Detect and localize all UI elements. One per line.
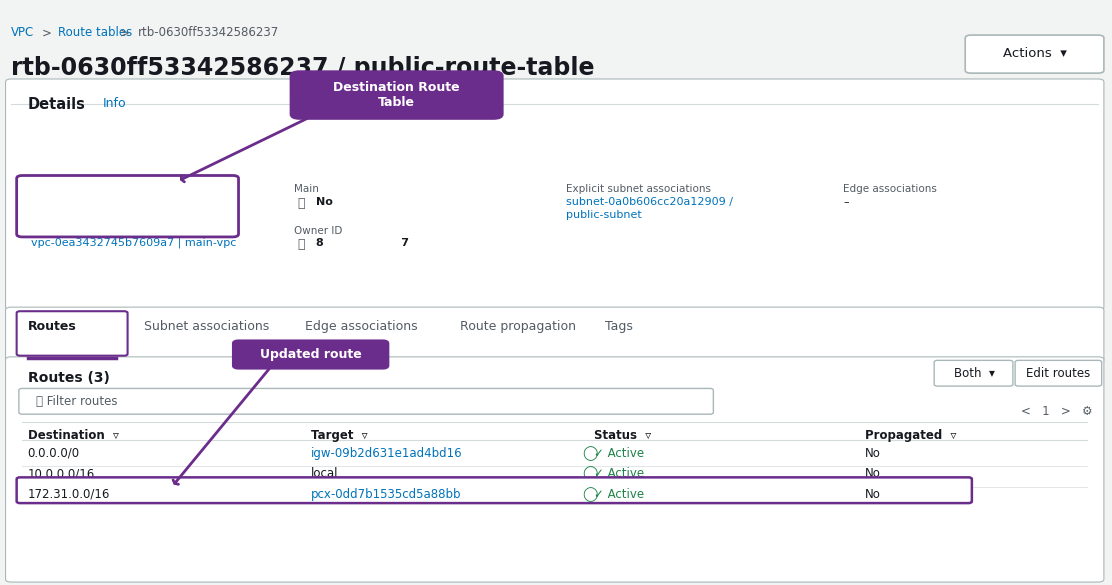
Text: ◯: ◯ <box>583 446 598 461</box>
Text: Edit routes: Edit routes <box>1026 367 1091 380</box>
Text: Status  ▿: Status ▿ <box>594 429 651 442</box>
Text: Route table ID: Route table ID <box>31 184 106 194</box>
Text: Route propagation: Route propagation <box>460 320 576 333</box>
Text: Edge associations: Edge associations <box>305 320 418 333</box>
Text: pcx-0dd7b1535cd5a88bb: pcx-0dd7b1535cd5a88bb <box>310 488 461 501</box>
Text: 🔍 Filter routes: 🔍 Filter routes <box>36 395 117 408</box>
FancyBboxPatch shape <box>17 477 972 503</box>
Text: Actions  ▾: Actions ▾ <box>1003 47 1068 60</box>
Text: ✓ Active: ✓ Active <box>594 447 644 460</box>
Text: VPC: VPC <box>11 26 34 39</box>
Text: rtb-0630ff53342586237: rtb-0630ff53342586237 <box>138 26 279 39</box>
FancyBboxPatch shape <box>19 388 714 414</box>
Text: ⎙: ⎙ <box>297 238 305 250</box>
Text: No: No <box>316 197 334 207</box>
Text: <   1   >   ⚙: < 1 > ⚙ <box>1021 405 1092 418</box>
Text: >: > <box>120 26 130 39</box>
Text: Destination  ▿: Destination ▿ <box>28 429 119 442</box>
Text: >: > <box>42 26 52 39</box>
Text: 8                    7: 8 7 <box>316 238 409 247</box>
Text: Routes: Routes <box>28 320 77 333</box>
Text: ◯: ◯ <box>583 466 598 481</box>
Text: 172.31.0.0/16: 172.31.0.0/16 <box>28 488 110 501</box>
FancyBboxPatch shape <box>6 79 1104 310</box>
Text: VPC: VPC <box>31 226 52 236</box>
Text: Details: Details <box>28 97 86 112</box>
FancyBboxPatch shape <box>290 71 503 119</box>
Text: Main: Main <box>294 184 319 194</box>
FancyBboxPatch shape <box>965 35 1104 73</box>
Text: ◯: ◯ <box>583 487 598 502</box>
Text: No: No <box>865 488 881 501</box>
Text: rtb-0630ff53342586237: rtb-0630ff53342586237 <box>53 197 202 207</box>
Text: Subnet associations: Subnet associations <box>145 320 269 333</box>
Text: Owner ID: Owner ID <box>294 226 342 236</box>
Text: No: No <box>865 467 881 480</box>
Text: Tags: Tags <box>605 320 633 333</box>
FancyBboxPatch shape <box>6 357 1104 582</box>
Text: ✓ Active: ✓ Active <box>594 488 644 501</box>
FancyBboxPatch shape <box>17 176 239 237</box>
Text: public-subnet: public-subnet <box>566 210 642 220</box>
Text: subnet-0a0b606cc20a12909 /: subnet-0a0b606cc20a12909 / <box>566 197 733 207</box>
Text: Route tables: Route tables <box>58 26 132 39</box>
FancyBboxPatch shape <box>1015 360 1102 386</box>
Text: Edge associations: Edge associations <box>843 184 937 194</box>
Text: ⎙: ⎙ <box>31 197 39 210</box>
Text: rtb-0630ff53342586237 / public-route-table: rtb-0630ff53342586237 / public-route-tab… <box>11 56 595 80</box>
Text: Destination Route
Table: Destination Route Table <box>334 81 460 109</box>
Text: Routes (3): Routes (3) <box>28 371 110 386</box>
Text: Explicit subnet associations: Explicit subnet associations <box>566 184 711 194</box>
FancyBboxPatch shape <box>934 360 1013 386</box>
Text: Propagated  ▿: Propagated ▿ <box>865 429 956 442</box>
Text: 10.0.0.0/16: 10.0.0.0/16 <box>28 467 95 480</box>
Text: Info: Info <box>103 97 127 109</box>
Text: –: – <box>843 197 848 207</box>
Text: No: No <box>865 447 881 460</box>
Text: ✓ Active: ✓ Active <box>594 467 644 480</box>
Text: igw-09b2d631e1ad4bd16: igw-09b2d631e1ad4bd16 <box>310 447 463 460</box>
Text: Target  ▿: Target ▿ <box>310 429 367 442</box>
Text: Updated route: Updated route <box>260 348 361 361</box>
Text: vpc-0ea3432745b7609a7 | main-vpc: vpc-0ea3432745b7609a7 | main-vpc <box>31 238 237 248</box>
Text: 0.0.0.0/0: 0.0.0.0/0 <box>28 447 80 460</box>
FancyBboxPatch shape <box>6 307 1104 363</box>
Text: local: local <box>310 467 338 480</box>
FancyBboxPatch shape <box>234 340 388 369</box>
Text: Both  ▾: Both ▾ <box>954 367 994 380</box>
Text: ⎙: ⎙ <box>297 197 305 210</box>
